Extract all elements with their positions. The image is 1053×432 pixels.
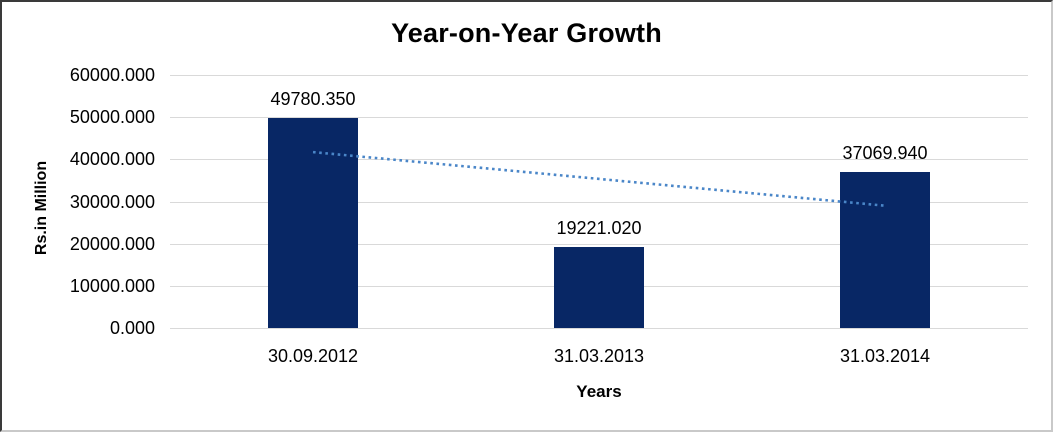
x-category-label: 31.03.2013 [553,346,645,366]
bar-value-label: 19221.020 [556,217,642,238]
bar-value-label: 49780.350 [270,89,356,110]
bar-value-label: 37069.940 [842,142,928,163]
y-tick-label: 10000.000 [69,276,155,296]
x-category-label: 31.03.2014 [839,346,931,366]
gridline [170,244,1028,245]
bar [840,171,930,328]
x-axis-title: Years [576,382,622,401]
y-tick-label: 60000.000 [69,65,155,85]
bar [554,246,644,328]
gridline [170,328,1028,329]
bar [268,118,358,328]
x-category-label: 30.09.2012 [267,346,359,366]
chart-title: Year-on-Year Growth [391,18,662,48]
gridline [170,75,1028,76]
gridline [170,117,1028,118]
y-tick-label: 30000.000 [69,192,155,212]
y-tick-label: 20000.000 [69,234,155,254]
y-tick-label: 50000.000 [69,107,155,127]
y-tick-label: 0.000 [109,318,155,338]
y-tick-label: 40000.000 [69,149,155,169]
